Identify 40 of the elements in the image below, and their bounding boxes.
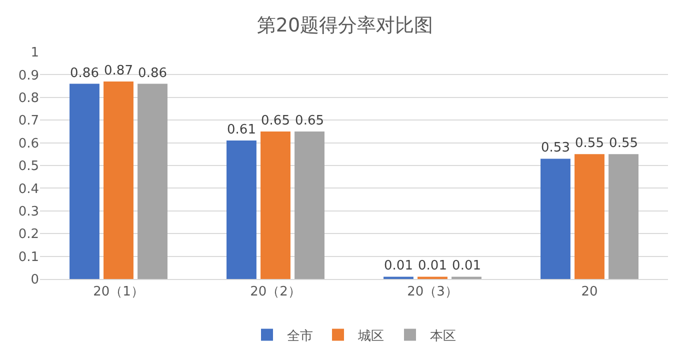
y-tick-label: 0.5 bbox=[18, 159, 39, 174]
data-label: 0.86 bbox=[70, 66, 99, 81]
data-label: 0.55 bbox=[575, 136, 604, 152]
y-tick-label: 0.4 bbox=[18, 182, 39, 197]
x-tick-label: 20 bbox=[581, 284, 598, 300]
data-label: 0.01 bbox=[384, 258, 413, 274]
bar bbox=[138, 84, 168, 279]
bar bbox=[70, 84, 100, 279]
bar bbox=[260, 131, 290, 279]
legend-label: 全市 bbox=[287, 328, 313, 344]
data-label: 0.87 bbox=[104, 64, 133, 79]
data-label: 0.55 bbox=[609, 136, 638, 152]
x-tick-label: 20（3） bbox=[407, 284, 458, 300]
bar bbox=[574, 154, 604, 279]
bar bbox=[294, 131, 324, 279]
bar bbox=[104, 82, 134, 279]
chart-title: 第20题得分率对比图 bbox=[256, 14, 434, 36]
x-tick-label: 20（2） bbox=[250, 284, 301, 300]
legend-label: 本区 bbox=[430, 328, 456, 344]
y-tick-label: 0.7 bbox=[18, 114, 39, 129]
y-tick-label: 0.2 bbox=[18, 227, 39, 242]
data-label: 0.61 bbox=[227, 122, 256, 138]
bar bbox=[540, 158, 570, 279]
bar bbox=[226, 140, 256, 279]
y-tick-label: 0.8 bbox=[18, 90, 39, 106]
data-label: 0.65 bbox=[295, 113, 324, 128]
y-tick-label: 0 bbox=[30, 272, 39, 288]
data-label: 0.65 bbox=[261, 113, 290, 128]
data-label: 0.01 bbox=[418, 258, 447, 274]
bar bbox=[608, 154, 638, 279]
y-tick-label: 1 bbox=[30, 46, 39, 61]
data-label: 0.86 bbox=[138, 66, 167, 81]
y-tick-label: 0.1 bbox=[18, 250, 39, 265]
y-tick-label: 0.6 bbox=[18, 136, 39, 152]
data-label: 0.53 bbox=[541, 140, 570, 156]
data-label: 0.01 bbox=[452, 258, 481, 274]
legend-label: 城区 bbox=[357, 328, 384, 344]
y-tick-label: 0.3 bbox=[18, 204, 39, 220]
y-tick-label: 0.9 bbox=[18, 68, 39, 84]
x-tick-label: 20（1） bbox=[93, 284, 144, 300]
